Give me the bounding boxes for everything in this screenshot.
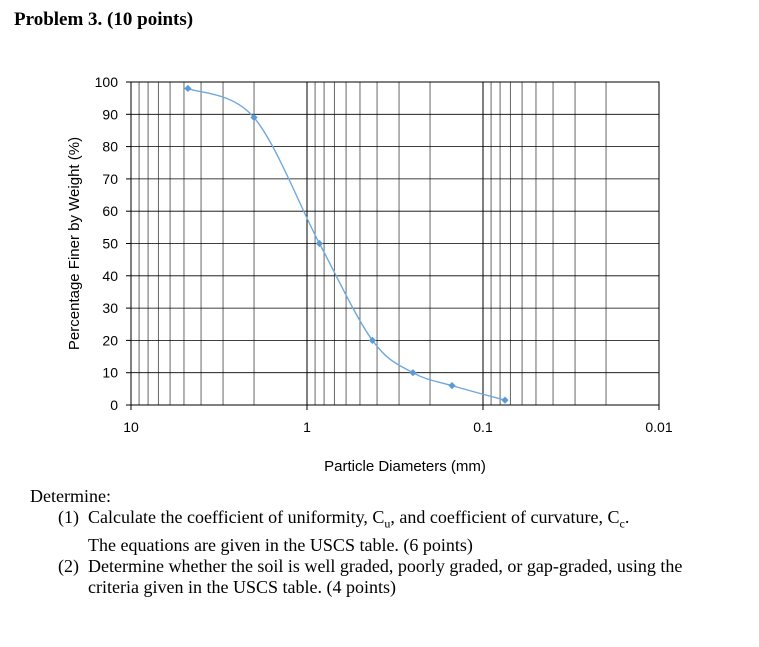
gradation-curve — [187, 87, 506, 401]
data-point — [315, 239, 324, 248]
x-tick-label: 1 — [303, 419, 311, 435]
y-tick-label: 90 — [102, 106, 118, 122]
data-point — [501, 396, 509, 404]
question-2-line-1: Determine whether the soil is well grade… — [88, 555, 683, 576]
y-axis: 0 10 20 30 40 50 60 70 80 90 100 — [95, 74, 131, 413]
data-point — [368, 336, 377, 344]
y-tick-label: 40 — [102, 268, 118, 284]
x-tick-label: 10 — [123, 419, 139, 435]
problem-title: Problem 3. (10 points) — [14, 9, 194, 30]
x-tick-label: 0.01 — [645, 419, 672, 435]
question-2-line-2: criteria given in the USCS table. (4 poi… — [88, 576, 396, 597]
questions-intro: Determine: — [30, 486, 111, 506]
data-point — [250, 113, 258, 122]
question-1-line-2: The equations are given in the USCS tabl… — [88, 534, 473, 555]
question-1-line-1: Calculate the coefficient of uniformity,… — [88, 507, 630, 531]
data-markers — [184, 84, 509, 404]
x-axis-label: Particle Diameters (mm) — [324, 458, 486, 475]
y-tick-label: 10 — [102, 365, 118, 381]
particle-size-chart: 0 10 20 30 40 50 60 70 80 90 100 10 1 0.1 0.01 Percen… — [66, 74, 673, 475]
y-tick-label: 30 — [102, 300, 118, 316]
y-tick-label: 100 — [95, 74, 119, 90]
y-tick-label: 60 — [102, 203, 118, 219]
y-tick-label: 70 — [102, 171, 118, 187]
y-tick-label: 0 — [110, 397, 118, 413]
question-1-number: (1) — [58, 507, 79, 527]
question-2: (2) Determine whether the soil is well g… — [58, 556, 755, 598]
y-axis-label: Percentage Finer by Weight (%) — [66, 137, 83, 350]
x-axis: 10 1 0.1 0.01 — [123, 405, 673, 435]
data-point — [184, 84, 192, 93]
chart-grid — [130, 81, 659, 406]
question-1: (1) Calculate the coefficient of uniform… — [58, 507, 755, 556]
question-2-number: (2) — [58, 555, 79, 576]
y-tick-label: 50 — [102, 236, 118, 252]
data-point — [409, 369, 417, 377]
questions-section: Determine: (1) Calculate the coefficient… — [30, 486, 755, 598]
x-tick-label: 0.1 — [473, 419, 493, 435]
y-tick-label: 80 — [102, 139, 118, 155]
y-tick-label: 20 — [102, 332, 118, 348]
data-point — [448, 382, 456, 390]
